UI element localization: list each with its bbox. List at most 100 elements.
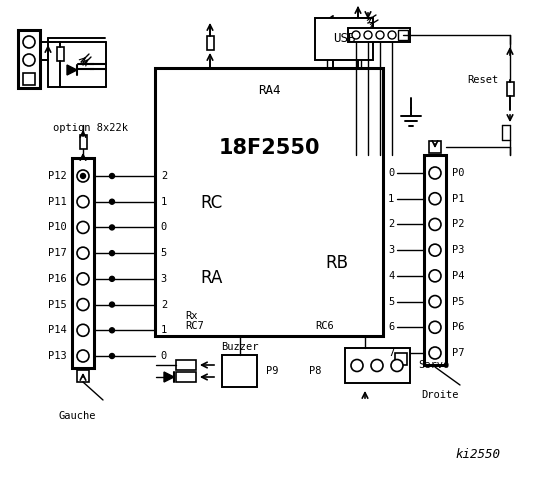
Circle shape (77, 196, 89, 208)
Circle shape (376, 31, 384, 39)
Text: RA4: RA4 (258, 84, 280, 96)
Text: Droite: Droite (421, 390, 459, 400)
Bar (348, 28, 410, 42)
Polygon shape (67, 65, 77, 75)
Bar (18, 30, 40, 88)
Text: Gauche: Gauche (58, 411, 96, 421)
Circle shape (371, 360, 383, 372)
Circle shape (109, 199, 114, 204)
Text: P4: P4 (452, 271, 465, 281)
Bar (72, 158, 94, 368)
Circle shape (109, 225, 114, 230)
Bar (395, 353, 407, 365)
Text: 2: 2 (388, 219, 394, 229)
Text: P9: P9 (266, 366, 278, 376)
Text: P7: P7 (452, 348, 465, 358)
Bar (507, 82, 514, 96)
Text: Buzzer: Buzzer (221, 342, 258, 352)
Text: P1: P1 (452, 194, 465, 204)
Bar (424, 155, 446, 365)
Circle shape (109, 328, 114, 333)
Bar (80, 135, 86, 149)
Circle shape (388, 31, 396, 39)
Bar (345, 348, 410, 383)
Text: 3: 3 (161, 274, 167, 284)
Circle shape (77, 324, 89, 336)
Text: option 8x22k: option 8x22k (53, 123, 128, 133)
Text: P12: P12 (48, 171, 67, 181)
Circle shape (23, 54, 35, 66)
Text: 2: 2 (161, 300, 167, 310)
Circle shape (429, 244, 441, 256)
Bar (222, 355, 257, 387)
Circle shape (77, 170, 89, 182)
Text: RC: RC (200, 194, 222, 212)
Text: P16: P16 (48, 274, 67, 284)
Circle shape (77, 247, 89, 259)
Circle shape (364, 31, 372, 39)
Text: ki2550: ki2550 (455, 448, 500, 461)
Text: P8: P8 (309, 366, 321, 376)
Text: Reset: Reset (467, 75, 498, 85)
Circle shape (429, 218, 441, 230)
Bar (56, 47, 64, 61)
Circle shape (109, 251, 114, 256)
Text: 5: 5 (161, 248, 167, 258)
Text: Rx: Rx (185, 311, 197, 321)
Circle shape (391, 360, 403, 372)
Bar (176, 360, 196, 370)
Circle shape (77, 273, 89, 285)
Circle shape (77, 350, 89, 362)
Text: 1: 1 (161, 197, 167, 207)
Text: Servo: Servo (418, 360, 449, 371)
Circle shape (429, 296, 441, 308)
Circle shape (429, 270, 441, 282)
Circle shape (23, 36, 35, 48)
Circle shape (429, 167, 441, 179)
Text: 2: 2 (161, 171, 167, 181)
Text: P3: P3 (452, 245, 465, 255)
Text: 6: 6 (388, 322, 394, 332)
Circle shape (77, 221, 89, 233)
Text: 18F2550: 18F2550 (218, 138, 320, 158)
Text: P5: P5 (452, 297, 465, 307)
Circle shape (109, 353, 114, 359)
Text: P2: P2 (452, 219, 465, 229)
Text: 0: 0 (161, 351, 167, 361)
Text: P14: P14 (48, 325, 67, 336)
Text: P15: P15 (48, 300, 67, 310)
Text: 3: 3 (388, 245, 394, 255)
Bar (206, 36, 213, 50)
Circle shape (109, 302, 114, 307)
Circle shape (351, 360, 363, 372)
Text: 1: 1 (388, 194, 394, 204)
Text: P17: P17 (48, 248, 67, 258)
Text: P13: P13 (48, 351, 67, 361)
Text: P11: P11 (48, 197, 67, 207)
Text: RA: RA (200, 269, 222, 287)
Text: USB: USB (333, 33, 355, 46)
Text: 5: 5 (388, 297, 394, 307)
Text: 4: 4 (388, 271, 394, 281)
Bar (23, 73, 35, 85)
Bar (429, 141, 441, 153)
Text: RC6: RC6 (315, 321, 334, 331)
Text: 7: 7 (388, 348, 394, 358)
Circle shape (77, 299, 89, 311)
Text: RC7: RC7 (185, 321, 204, 331)
Text: 0: 0 (388, 168, 394, 178)
Circle shape (352, 31, 360, 39)
Text: P10: P10 (48, 222, 67, 232)
Text: P6: P6 (452, 322, 465, 332)
Polygon shape (351, 18, 365, 30)
Bar (398, 30, 408, 40)
Text: 1: 1 (161, 325, 167, 336)
Circle shape (429, 347, 441, 359)
Circle shape (429, 321, 441, 333)
Bar (155, 68, 383, 336)
Bar (315, 18, 373, 60)
Circle shape (109, 173, 114, 179)
Bar (77, 370, 89, 382)
Text: 0: 0 (161, 222, 167, 232)
Circle shape (109, 276, 114, 281)
